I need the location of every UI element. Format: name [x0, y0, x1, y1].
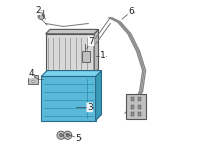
- Bar: [138, 105, 141, 109]
- Circle shape: [59, 134, 63, 137]
- Text: 6: 6: [128, 7, 134, 16]
- FancyBboxPatch shape: [28, 75, 38, 84]
- FancyBboxPatch shape: [46, 34, 94, 74]
- Circle shape: [64, 131, 72, 139]
- Bar: [138, 112, 141, 116]
- Circle shape: [57, 131, 65, 139]
- Bar: [138, 97, 141, 101]
- Bar: [131, 112, 134, 116]
- FancyBboxPatch shape: [126, 94, 146, 119]
- Polygon shape: [41, 76, 96, 121]
- Circle shape: [32, 76, 34, 78]
- Polygon shape: [41, 71, 101, 76]
- Text: 1: 1: [100, 51, 106, 60]
- Polygon shape: [94, 29, 99, 74]
- Text: 3: 3: [87, 103, 93, 112]
- Polygon shape: [96, 71, 101, 121]
- Circle shape: [66, 134, 69, 137]
- Circle shape: [38, 13, 44, 19]
- Bar: [131, 97, 134, 101]
- FancyBboxPatch shape: [82, 51, 90, 62]
- Polygon shape: [46, 29, 99, 34]
- Bar: [131, 105, 134, 109]
- Text: 4: 4: [28, 69, 34, 78]
- Text: 5: 5: [75, 134, 81, 143]
- Text: 2: 2: [35, 6, 41, 15]
- Circle shape: [32, 80, 34, 83]
- Text: 7: 7: [88, 37, 94, 46]
